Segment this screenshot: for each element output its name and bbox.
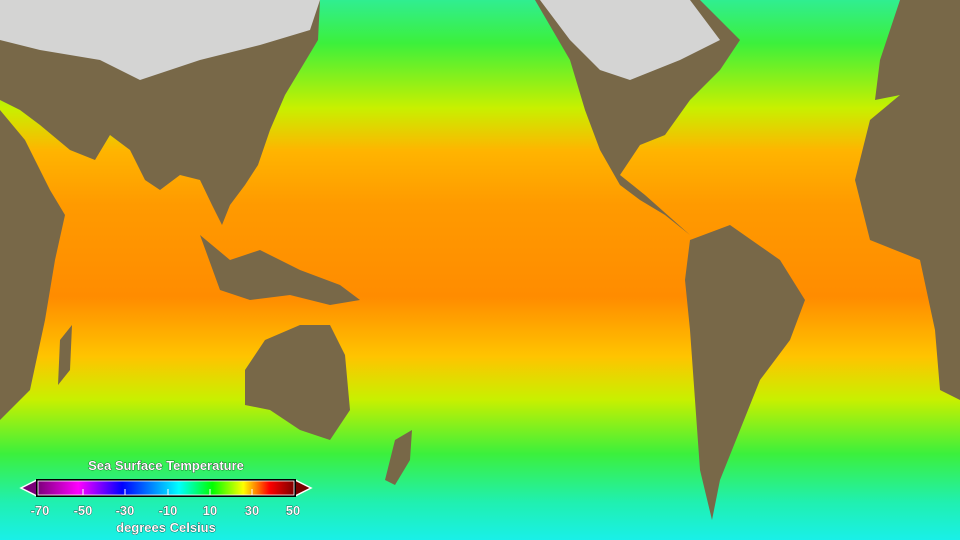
- tick-label: -50: [74, 503, 93, 518]
- southeast-asia-islands: [200, 235, 360, 305]
- madagascar: [58, 325, 72, 385]
- australia: [245, 325, 350, 440]
- new-zealand: [385, 430, 412, 485]
- tick-label: -70: [31, 503, 50, 518]
- snow-cover: [0, 0, 720, 80]
- landmasses: [0, 0, 960, 520]
- colorbar-tick-labels: -70 -50 -30 -10 10 30 50: [30, 503, 300, 519]
- tick-label: 10: [203, 503, 217, 518]
- tick-label: -10: [159, 503, 178, 518]
- tick-label: 30: [245, 503, 259, 518]
- north-america: [535, 0, 740, 235]
- colorbar-ticks: [82, 489, 253, 495]
- colorbar: [36, 479, 296, 497]
- legend-title: Sea Surface Temperature: [88, 458, 244, 473]
- legend: Sea Surface Temperature -70 -50 -30 -10 …: [19, 458, 313, 535]
- tick-label: 50: [286, 503, 300, 518]
- africa-east-europe: [855, 0, 960, 400]
- legend-unit: degrees Celsius: [116, 520, 216, 535]
- tick-label: -30: [116, 503, 135, 518]
- south-america: [685, 225, 805, 520]
- africa-west: [0, 110, 65, 420]
